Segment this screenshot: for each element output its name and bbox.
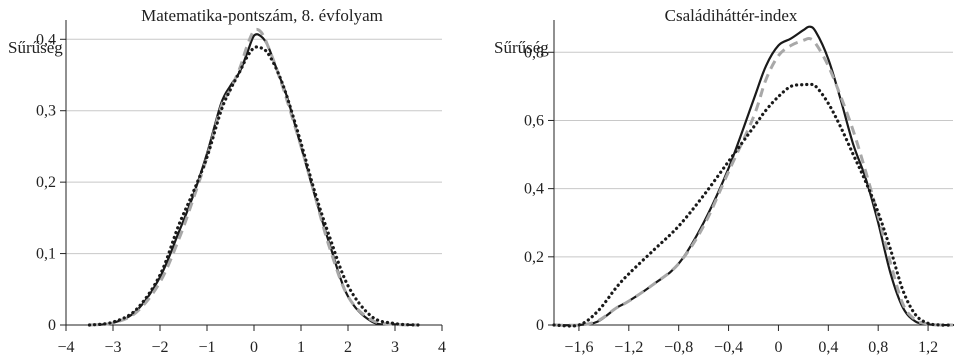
- x-tick-label: 4: [438, 339, 446, 356]
- series-line-solid: [88, 33, 420, 327]
- x-tick-label: 2: [344, 339, 352, 356]
- x-tick-label: 3: [391, 339, 399, 356]
- x-tick-label: −1,2: [614, 339, 643, 356]
- y-tick-label: 0,2: [524, 249, 544, 266]
- x-tick-label: 0,8: [868, 339, 888, 356]
- x-tick-label: −4: [57, 339, 74, 356]
- x-tick-label: 0: [250, 339, 258, 356]
- density-chart-math: 0 0,1 0,2 0,3 0,4 −4 −3 −2 −1 0 1 2 3 4: [36, 20, 446, 356]
- chart-panel-family-background: Családiháttér-index Sűrűség 0 0,2 0,4 0,6 0,…: [490, 0, 975, 363]
- x-tick-label: −2: [151, 339, 168, 356]
- x-tick-label: 0: [774, 339, 782, 356]
- series-line-dotted: [552, 82, 955, 328]
- y-tick-label: 0,4: [36, 31, 56, 48]
- chart-panel-math: Matematika-pontszám, 8. évfolyam Sűrűség…: [0, 0, 475, 363]
- y-tick-label: 0,3: [36, 103, 56, 120]
- chart-title: Családiháttér-index: [664, 6, 798, 25]
- x-tick-label: 1: [297, 339, 305, 356]
- y-tick-label: 0,6: [524, 112, 544, 129]
- series-line-dotted: [87, 45, 421, 327]
- x-tick-label: 0,4: [818, 339, 838, 356]
- x-tick-label: −1: [198, 339, 215, 356]
- y-tick-label: 0: [48, 317, 56, 334]
- density-chart-family-background: 0 0,2 0,4 0,6 0,8 −1,6 −1,2 −0,8 −0,4 0 0,4 0,8 1,2: [524, 20, 955, 356]
- x-tick-label: −1,6: [564, 339, 593, 356]
- y-tick-label: 0: [536, 317, 544, 334]
- y-axis-label: Sűrűség: [8, 38, 63, 57]
- series-line-dashed: [553, 36, 954, 327]
- series-line-dashed: [89, 27, 419, 327]
- chart-title: Matematika-pontszám, 8. évfolyam: [141, 6, 383, 25]
- y-tick-label: 0,1: [36, 246, 56, 263]
- x-tick-label: −0,8: [664, 339, 693, 356]
- x-tick-label: 1,2: [918, 339, 938, 356]
- y-axis-label: Sűrűség: [494, 38, 549, 57]
- x-tick-label: −3: [104, 339, 121, 356]
- x-tick-label: −0,4: [714, 339, 743, 356]
- y-tick-label: 0,2: [36, 174, 56, 191]
- y-tick-label: 0,4: [524, 181, 544, 198]
- y-tick-label: 0,8: [524, 44, 544, 61]
- series-line-solid: [552, 25, 955, 327]
